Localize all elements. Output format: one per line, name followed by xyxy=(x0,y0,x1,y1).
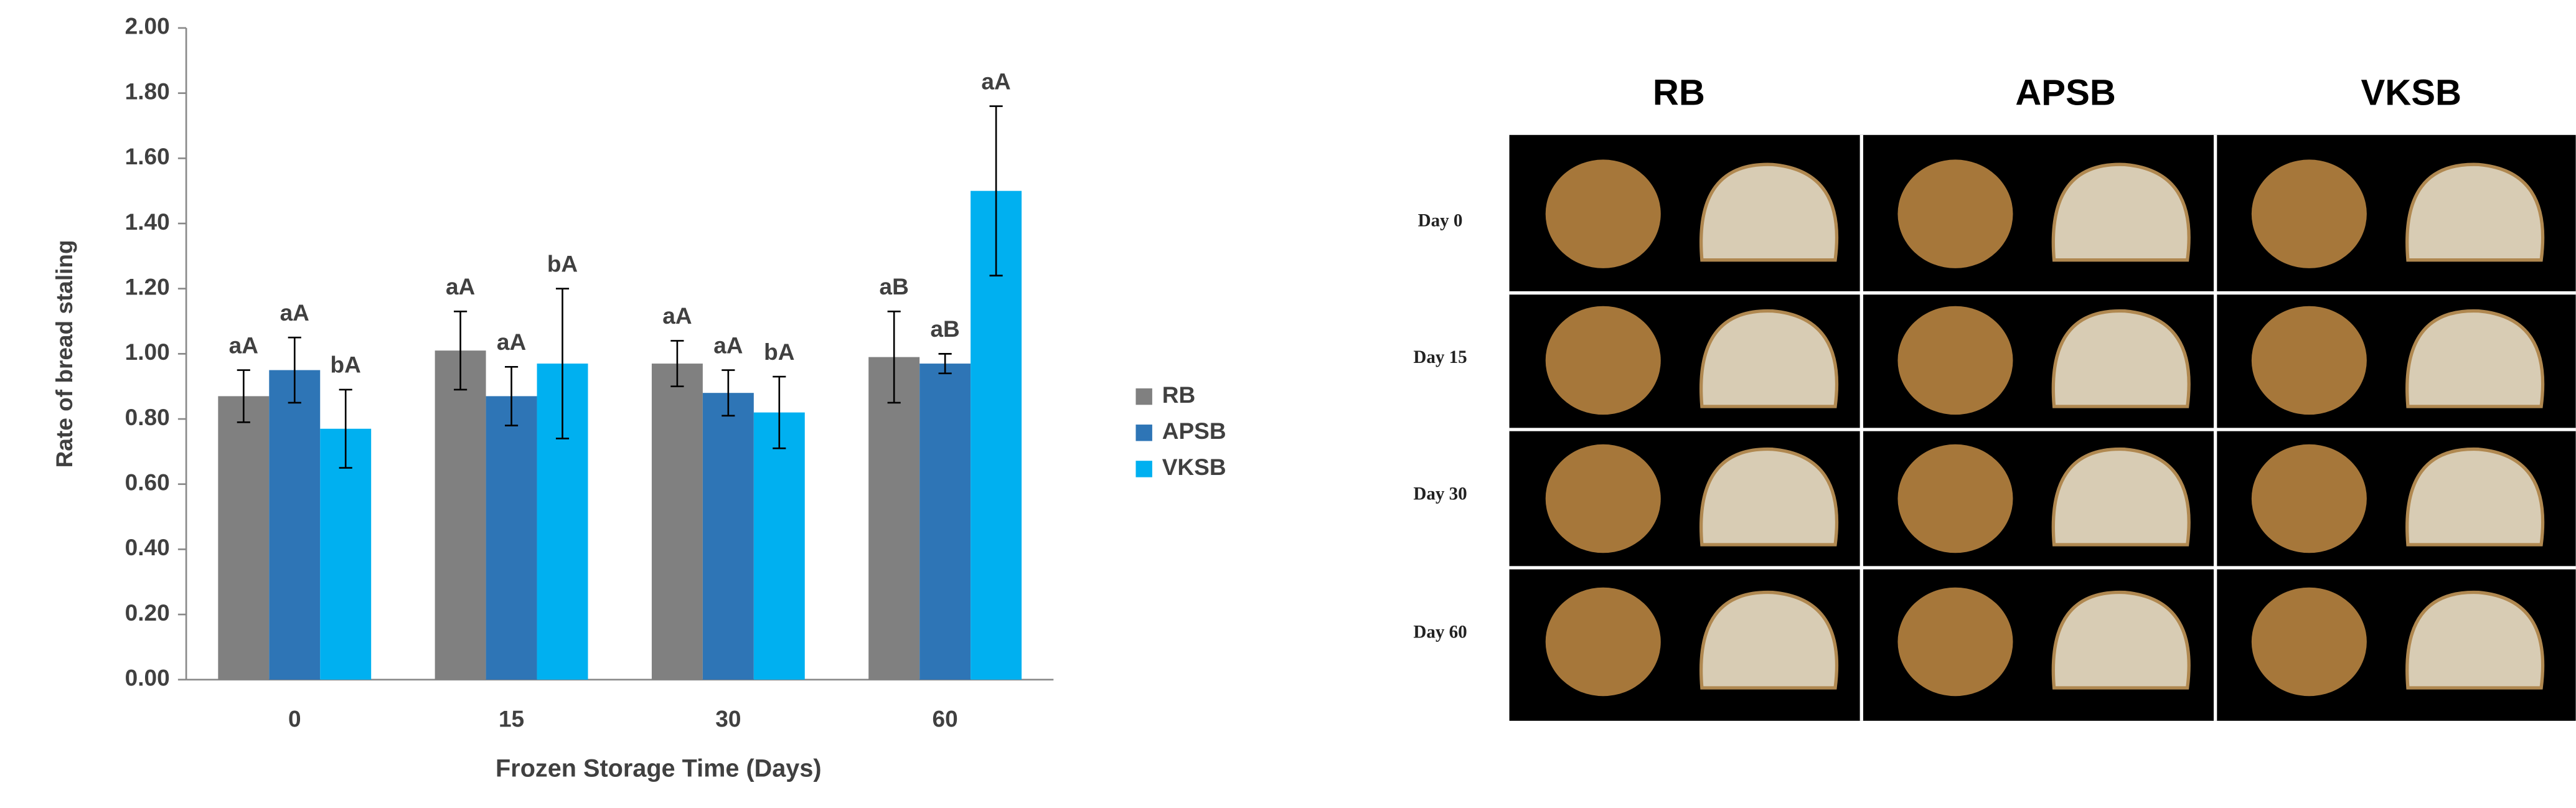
bar xyxy=(435,350,486,680)
bread-top xyxy=(1545,444,1661,553)
column-header: RB xyxy=(1653,73,1705,113)
significance-label: aA xyxy=(497,329,526,355)
photo-panel: RB APSB VKSB Day 0 Day 15 Day 30 Day 60 xyxy=(1413,73,2576,721)
legend-swatch xyxy=(1135,461,1152,477)
error-bar xyxy=(938,353,952,375)
column-header: VKSB xyxy=(2361,73,2461,113)
significance-label: aA xyxy=(713,332,743,358)
error-bar xyxy=(454,311,468,391)
bread-top xyxy=(1545,306,1661,415)
legend-label: APSB xyxy=(1162,418,1226,444)
error-bar xyxy=(670,340,684,388)
bar xyxy=(868,357,920,680)
y-tick-label: 2.00 xyxy=(125,13,170,39)
error-bar xyxy=(237,369,250,423)
y-axis-title: Rate of bread staling xyxy=(51,240,77,467)
photo-dividers xyxy=(1509,134,2576,721)
row-label: Day 15 xyxy=(1413,347,1467,367)
bar xyxy=(486,396,537,680)
legend-label: RB xyxy=(1162,382,1195,408)
error-bar xyxy=(773,375,786,449)
bread-slice xyxy=(1699,448,1839,547)
bread-slice xyxy=(2405,162,2545,262)
bar xyxy=(702,393,754,680)
x-axis-title: Frozen Storage Time (Days) xyxy=(496,755,822,782)
legend-swatch xyxy=(1135,425,1152,441)
bar xyxy=(320,428,372,680)
bread-top xyxy=(1897,444,2013,553)
chart: Frozen Storage Time (Days) Rate of bread… xyxy=(51,13,1226,782)
bread-top xyxy=(2251,306,2367,415)
error-bar xyxy=(887,311,901,404)
bread-photos xyxy=(1545,159,2545,697)
error-bar xyxy=(288,336,301,404)
error-bar xyxy=(339,388,352,469)
bar xyxy=(919,364,971,680)
x-tick-label: 0 xyxy=(288,706,301,732)
bread-top xyxy=(1897,306,2013,415)
bread-slice xyxy=(2405,591,2545,690)
row-label: Day 60 xyxy=(1413,622,1467,642)
y-tick-label: 0.80 xyxy=(125,404,170,430)
row-label: Day 0 xyxy=(1418,211,1463,231)
legend-label: VKSB xyxy=(1162,454,1226,480)
bar xyxy=(218,396,270,680)
x-tick-label: 15 xyxy=(499,706,524,732)
y-tick-label: 1.20 xyxy=(125,273,170,299)
bread-slice xyxy=(1699,591,1839,690)
significance-label: aA xyxy=(446,273,475,299)
significance-label: bA xyxy=(547,250,578,276)
bar xyxy=(269,370,321,680)
bread-slice xyxy=(2051,309,2191,408)
x-tick-label: 30 xyxy=(715,706,741,732)
bread-slice xyxy=(1699,309,1839,408)
y-tick-label: 1.40 xyxy=(125,209,170,235)
x-tick-label: 60 xyxy=(933,706,958,732)
row-label: Day 30 xyxy=(1413,484,1467,504)
bread-top xyxy=(2251,159,2367,268)
legend-swatch xyxy=(1135,388,1152,405)
error-bar xyxy=(555,288,570,439)
y-tick-label: 1.60 xyxy=(125,143,170,169)
significance-label: aB xyxy=(930,316,959,342)
bread-top xyxy=(1545,587,1661,697)
bread-top xyxy=(1897,587,2013,697)
significance-label: bA xyxy=(331,352,361,378)
y-tick-label: 0.20 xyxy=(125,599,170,626)
bread-top xyxy=(1897,159,2013,268)
error-bar xyxy=(989,105,1003,277)
bread-slice xyxy=(2405,448,2545,547)
bread-slice xyxy=(1699,162,1839,262)
bread-slice xyxy=(2051,591,2191,690)
significance-label: aA xyxy=(229,332,258,358)
bar xyxy=(651,364,703,680)
y-tick-label: 0.00 xyxy=(125,665,170,691)
y-tick-label: 1.00 xyxy=(125,339,170,365)
y-tick-label: 0.60 xyxy=(125,469,170,496)
significance-label: aA xyxy=(280,299,309,326)
significance-label: aB xyxy=(880,273,909,299)
significance-label: aA xyxy=(981,68,1010,94)
error-bar xyxy=(504,365,519,426)
bread-top xyxy=(1545,159,1661,268)
bread-slice xyxy=(2405,309,2545,408)
y-tick-label: 1.80 xyxy=(125,78,170,104)
significance-label: aA xyxy=(662,303,692,329)
bread-slice xyxy=(2051,448,2191,547)
error-bar xyxy=(722,369,735,417)
bar xyxy=(753,412,805,680)
bread-top xyxy=(2251,444,2367,553)
bread-slice xyxy=(2051,162,2191,262)
y-tick-label: 0.40 xyxy=(125,534,170,560)
bread-top xyxy=(2251,587,2367,697)
significance-label: bA xyxy=(764,339,794,365)
column-header: APSB xyxy=(2015,73,2116,113)
